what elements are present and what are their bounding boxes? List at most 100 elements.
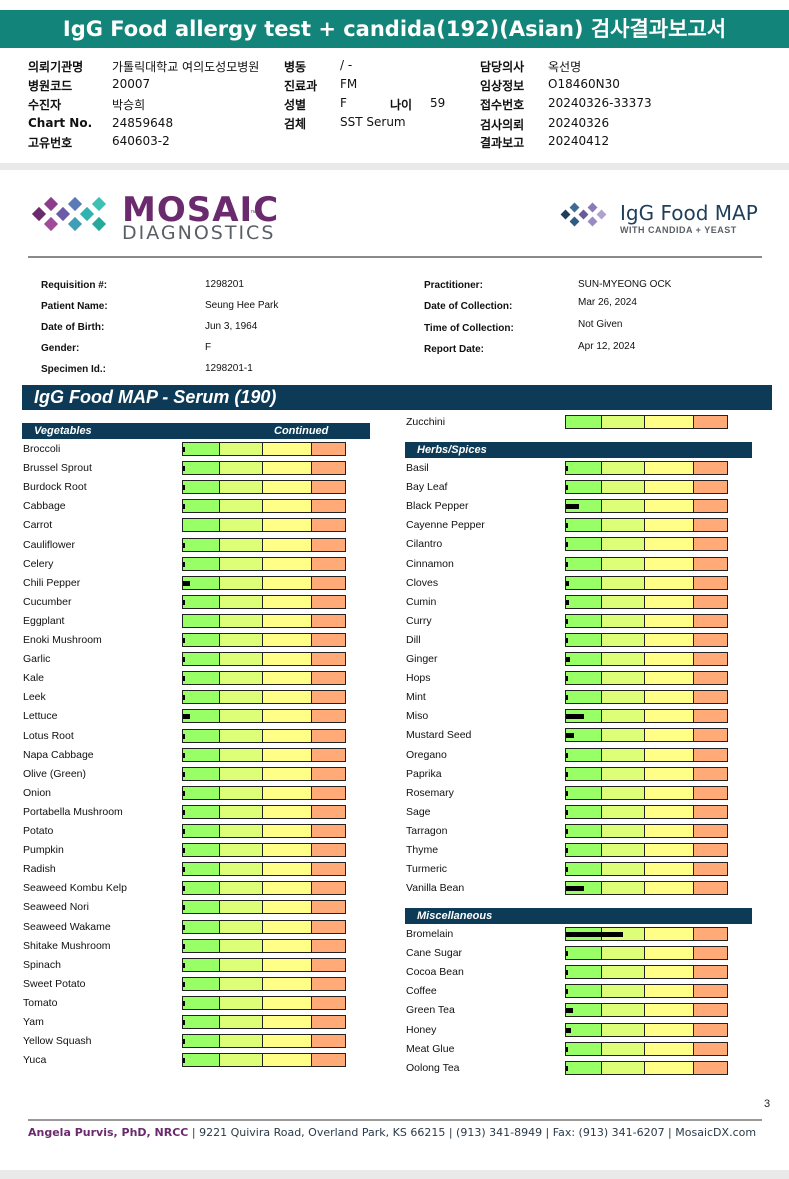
food-level-bar [183, 466, 185, 472]
gauge-zone [645, 863, 695, 876]
food-name: Bay Leaf [406, 481, 448, 494]
header-field-label: 담당의사 [480, 60, 525, 74]
gauge-zone [183, 1054, 220, 1067]
header-field-value: FM [340, 77, 358, 91]
food-level-bar [183, 943, 185, 949]
food-name: Curry [406, 614, 432, 627]
misc-header: Miscellaneous [405, 908, 752, 924]
gauge-zone [566, 1023, 602, 1036]
gauge-zone [566, 462, 602, 474]
header-field-value: SST Serum [340, 115, 406, 129]
requisition-label: Gender: [41, 343, 80, 354]
header-field-label: 병동 [284, 60, 307, 74]
gauge-zone [566, 519, 602, 532]
gauge-zone [601, 824, 646, 837]
gauge-zone [694, 595, 728, 608]
gauge-zone [645, 1061, 695, 1074]
food-name: Shitake Mushroom [23, 939, 111, 952]
gauge-zone [601, 538, 646, 551]
food-name: Mustard Seed [406, 729, 472, 742]
requisition-label: Specimen Id.: [41, 364, 107, 375]
gauge-zone [312, 653, 345, 666]
food-gauge [565, 518, 728, 533]
gauge-zone [566, 824, 602, 837]
gauge-zone [312, 500, 345, 513]
gauge-zone [645, 653, 695, 665]
food-level-bar [183, 867, 185, 873]
gauge-zone [645, 767, 695, 780]
header-field-label: 병원코드 [28, 79, 73, 93]
gauge-zone [219, 767, 264, 780]
food-gauge [182, 804, 346, 819]
food-name: Seaweed Kombu Kelp [23, 882, 127, 895]
food-name: Portabella Mushroom [23, 805, 123, 818]
food-name: Carrot [23, 519, 53, 532]
food-gauge [565, 415, 728, 429]
food-name: Spinach [23, 958, 61, 971]
gauge-zone [694, 710, 728, 723]
gauge-zone [183, 786, 220, 799]
gauge-zone [645, 519, 695, 532]
food-name: Leek [23, 691, 46, 704]
gauge-zone [219, 844, 264, 857]
gauge-zone [601, 947, 646, 960]
food-level-bar [566, 1008, 573, 1014]
gauge-zone [645, 928, 695, 940]
food-name: Coffee [406, 985, 437, 998]
food-level-bar [566, 989, 568, 995]
food-level-bar [183, 809, 185, 815]
gauge-zone [645, 500, 695, 513]
food-gauge [565, 594, 728, 609]
gauge-zone [219, 614, 264, 627]
food-gauge [565, 632, 728, 647]
gauge-zone [566, 576, 602, 589]
gauge-zone [694, 557, 728, 570]
gauge-zone [694, 633, 728, 646]
food-level-bar [183, 752, 185, 758]
gauge-zone [263, 710, 313, 723]
requisition-value: 1298201-1 [205, 363, 253, 374]
food-gauge [565, 766, 728, 781]
food-gauge [182, 556, 346, 571]
gauge-zone [601, 481, 646, 494]
gauge-zone [312, 863, 345, 876]
gauge-zone [263, 557, 313, 570]
gauge-zone [566, 844, 602, 856]
gauge-zone [566, 767, 602, 780]
gauge-zone [645, 786, 695, 799]
food-level-bar [183, 676, 185, 682]
gauge-zone [263, 634, 313, 646]
header-field-value: 59 [430, 96, 446, 110]
food-level-bar [183, 790, 185, 796]
gauge-zone [645, 614, 695, 627]
gauge-zone [694, 1004, 728, 1017]
food-level-bar [183, 1058, 185, 1064]
food-level-bar [566, 790, 568, 796]
food-name: Cabbage [23, 500, 66, 513]
gauge-zone [566, 653, 602, 665]
gauge-zone [694, 805, 728, 818]
mosaic-logo-icon [31, 196, 107, 232]
food-name: Cinnamon [406, 557, 454, 570]
gauge-zone [312, 1035, 345, 1048]
food-gauge [182, 957, 346, 972]
food-level-bar [566, 828, 568, 834]
header-field-label: 수진자 [28, 98, 62, 112]
food-name: Hops [406, 672, 431, 685]
food-gauge [565, 862, 728, 877]
gauge-zone [219, 901, 264, 914]
header-field-label: 접수번호 [480, 98, 525, 112]
gauge-zone [183, 653, 220, 666]
requisition-value: Seung Hee Park [205, 300, 279, 311]
header-field-label: 검체 [284, 117, 307, 131]
gauge-zone [694, 863, 728, 876]
food-gauge [565, 804, 728, 819]
gauge-zone [219, 1035, 264, 1048]
gauge-zone [645, 595, 695, 608]
food-level-bar [566, 848, 568, 853]
food-level-bar [566, 580, 569, 586]
food-gauge [182, 766, 346, 781]
gauge-zone [219, 786, 264, 799]
gauge-zone [312, 595, 345, 608]
gauge-zone [694, 462, 728, 474]
